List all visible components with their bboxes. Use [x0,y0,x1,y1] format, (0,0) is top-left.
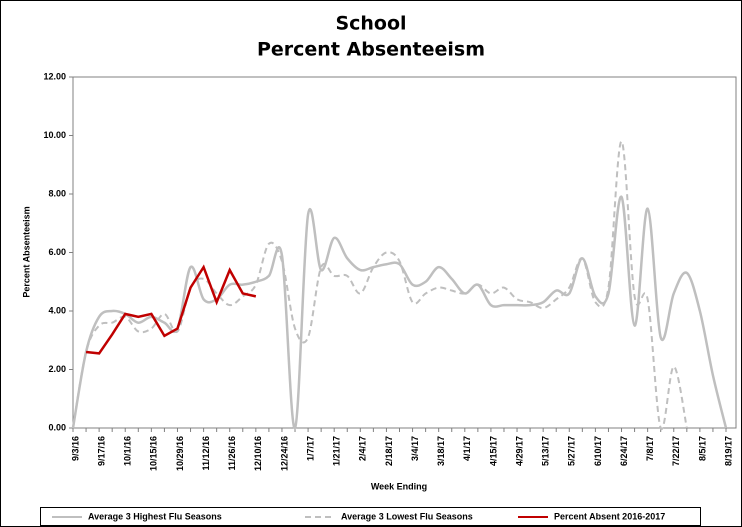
x-tick-label: 9/17/16 [96,436,106,466]
x-tick-label: 10/1/16 [123,436,133,466]
x-axis-label: Week Ending [371,481,427,491]
x-tick-label: 11/26/16 [227,436,237,471]
x-tick-label: 7/22/17 [671,436,681,466]
series-line [71,195,728,430]
x-tick-label: 10/29/16 [175,436,185,471]
legend-label: Average 3 Highest Flu Seasons [88,511,222,521]
y-tick-label: 0.00 [48,422,66,432]
chart-subtitle: Percent Absenteeism [257,39,485,61]
x-tick-label: 5/13/17 [541,436,551,466]
x-tick-label: 2/4/17 [358,436,368,461]
x-tick-label: 8/19/17 [723,436,733,466]
y-tick-label: 4.00 [48,305,66,315]
x-tick-label: 6/10/17 [593,436,603,466]
y-tick-label: 8.00 [48,188,66,198]
y-tick-label: 2.00 [48,364,66,374]
y-axis-label: Percent Absenteeism [21,206,31,297]
y-tick-label: 6.00 [48,247,66,257]
x-tick-label: 9/3/16 [70,436,80,461]
chart-title: School [335,13,406,35]
x-tick-label: 11/12/16 [201,436,211,471]
legend-label: Percent Absent 2016-2017 [554,511,665,521]
series-line [72,140,688,431]
x-tick-label: 5/27/17 [567,436,577,466]
x-tick-label: 7/8/17 [645,436,655,461]
x-tick-label: 4/1/17 [462,436,472,461]
x-tick-label: 4/29/17 [514,436,524,466]
x-tick-label: 6/24/17 [619,436,629,466]
x-tick-label: 1/7/17 [305,436,315,461]
y-tick-label: 10.00 [43,130,66,140]
x-tick-label: 12/10/16 [253,436,263,471]
legend-label: Average 3 Lowest Flu Seasons [341,511,473,521]
series-line [85,264,257,355]
x-tick-label: 8/5/17 [697,436,707,461]
x-tick-label: 2/18/17 [384,436,394,466]
legend-box [40,507,701,526]
x-tick-label: 4/15/17 [488,436,498,466]
y-tick-label: 12.00 [43,71,66,81]
x-tick-label: 12/24/16 [279,436,289,471]
x-tick-label: 3/4/17 [410,436,420,461]
x-tick-label: 10/15/16 [149,436,159,471]
x-tick-label: 3/18/17 [436,436,446,466]
x-tick-label: 1/21/17 [332,436,342,466]
